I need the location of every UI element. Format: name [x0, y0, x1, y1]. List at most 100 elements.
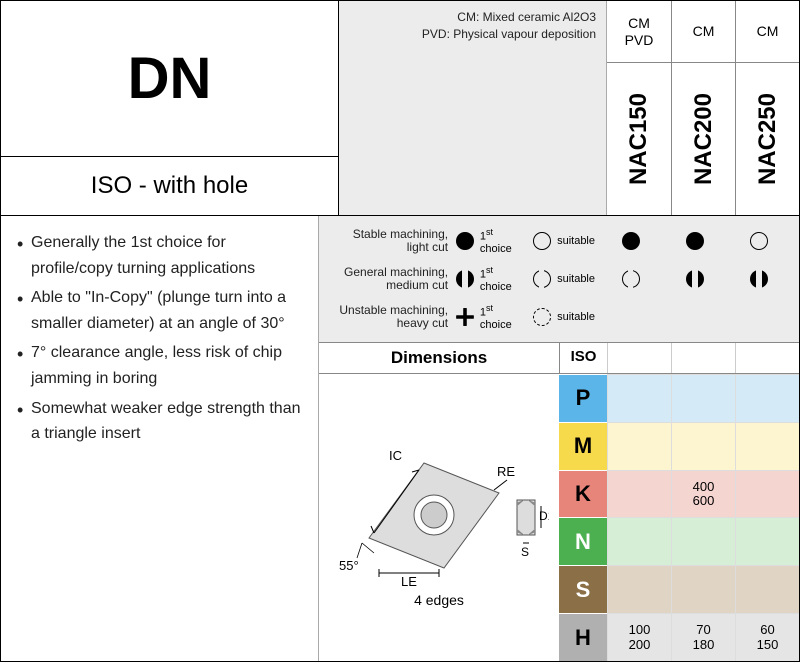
iso-header: ISO	[559, 343, 607, 373]
data-cell	[607, 518, 671, 565]
suitable-icon	[533, 308, 551, 326]
data-cell	[735, 375, 799, 422]
data-cell	[671, 518, 735, 565]
iso-cell-N: N	[559, 517, 607, 565]
matrix-cell	[599, 232, 663, 250]
header-spacer	[607, 343, 799, 373]
bullet-item: Able to "In-Copy" (plunge turn into a sm…	[17, 285, 302, 336]
label-d1: D1	[539, 509, 549, 523]
choice-icon	[750, 232, 768, 250]
grade-columns: CMPVDNAC150CMNAC200CMNAC250	[607, 1, 799, 215]
data-cell	[671, 566, 735, 613]
grade-type: CM	[736, 1, 799, 63]
data-row	[607, 374, 799, 422]
data-cell	[671, 375, 735, 422]
suitable-icon	[533, 232, 551, 250]
header-row: DN ISO - with hole CM: Mixed ceramic Al2…	[1, 1, 799, 216]
body-row: Generally the 1st choice for profile/cop…	[1, 216, 799, 661]
data-cell	[671, 423, 735, 470]
dimensions-header: Dimensions ISO	[319, 343, 799, 374]
data-row: 400600	[607, 470, 799, 518]
right-header: CM: Mixed ceramic Al2O3 PVD: Physical va…	[339, 1, 799, 215]
grade-type: CMPVD	[607, 1, 671, 63]
data-cell	[735, 471, 799, 518]
choice-icons: 1st choicesuitable	[456, 227, 595, 255]
iso-cell-P: P	[559, 374, 607, 422]
legend-column: CM: Mixed ceramic Al2O3 PVD: Physical va…	[339, 1, 607, 215]
data-cell: 100200	[607, 614, 671, 661]
suitable-icon	[533, 270, 551, 288]
choice-icon	[750, 270, 768, 288]
bullet-item: 7° clearance angle, less risk of chip ja…	[17, 340, 302, 391]
matrix-cell	[727, 270, 791, 288]
subtitle-box: ISO - with hole	[1, 157, 339, 215]
data-cell	[607, 471, 671, 518]
choice-icons: 1st choicesuitable	[456, 265, 595, 293]
grade-name: NAC200	[672, 63, 735, 215]
dimensions-title: Dimensions	[319, 343, 559, 373]
grade-type: CM	[672, 1, 735, 63]
insert-code: DN	[128, 45, 212, 112]
matrix-row	[599, 264, 791, 294]
choice-legend-row: General machining,medium cut1st choicesu…	[327, 264, 595, 294]
data-cell	[607, 423, 671, 470]
choice-legend: Stable machining,light cut1st choicesuit…	[327, 226, 595, 332]
choice-icons: 1st choicesuitable	[456, 303, 595, 331]
insert-diagram: IC RE LE 55° D1 S 4 edges	[319, 374, 559, 661]
iso-cell-M: M	[559, 422, 607, 470]
label-angle: 55°	[339, 558, 359, 573]
data-row	[607, 565, 799, 613]
first-choice-icon	[456, 270, 474, 288]
matrix-cell	[727, 232, 791, 250]
choice-desc: Unstable machining,heavy cut	[327, 304, 456, 330]
data-row	[607, 422, 799, 470]
matrix-cell	[663, 270, 727, 288]
data-row	[607, 517, 799, 565]
first-choice-icon	[456, 308, 474, 326]
dimensions-body: IC RE LE 55° D1 S 4 edges PMKNSH 4006001…	[319, 374, 799, 661]
data-cell	[735, 423, 799, 470]
left-header: DN ISO - with hole	[1, 1, 339, 215]
matrix-row	[599, 226, 791, 256]
data-columns: 400600 1002007018060150	[607, 374, 799, 661]
choice-legend-row: Stable machining,light cut1st choicesuit…	[327, 226, 595, 256]
label-ic: IC	[389, 448, 402, 463]
legend-line-2: PVD: Physical vapour deposition	[349, 26, 596, 43]
grade-column: CMPVDNAC150	[607, 1, 671, 215]
grade-column: CMNAC200	[671, 1, 735, 215]
data-cell	[607, 566, 671, 613]
diagram-svg: IC RE LE 55° D1 S	[329, 428, 549, 588]
subtitle: ISO - with hole	[91, 172, 248, 200]
iso-cell-H: H	[559, 613, 607, 661]
choice-desc: General machining,medium cut	[327, 266, 456, 292]
choice-icon	[686, 232, 704, 250]
choice-icon	[622, 232, 640, 250]
code-box: DN	[1, 1, 339, 157]
matrix-cell	[663, 232, 727, 250]
label-re: RE	[497, 464, 515, 479]
page: DN ISO - with hole CM: Mixed ceramic Al2…	[0, 0, 800, 662]
choice-legend-box: Stable machining,light cut1st choicesuit…	[319, 216, 799, 343]
matrix-cell	[599, 270, 663, 288]
choice-matrix	[599, 226, 791, 332]
iso-cell-S: S	[559, 565, 607, 613]
label-s: S	[521, 545, 529, 559]
legend-line-1: CM: Mixed ceramic Al2O3	[349, 9, 596, 26]
choice-icon	[622, 270, 640, 288]
iso-cell-K: K	[559, 470, 607, 518]
data-cell	[735, 566, 799, 613]
data-cell	[735, 518, 799, 565]
matrix-row	[599, 302, 791, 332]
grade-column: CMNAC250	[735, 1, 799, 215]
data-cell: 70180	[671, 614, 735, 661]
choice-desc: Stable machining,light cut	[327, 228, 456, 254]
bullet-item: Generally the 1st choice for profile/cop…	[17, 230, 302, 281]
choice-legend-row: Unstable machining,heavy cut1st choicesu…	[327, 302, 595, 332]
choice-icon	[686, 270, 704, 288]
bullet-list: Generally the 1st choice for profile/cop…	[1, 216, 319, 661]
bullet-item: Somewhat weaker edge strength than a tri…	[17, 396, 302, 447]
grade-name: NAC150	[607, 63, 671, 215]
grade-name: NAC250	[736, 63, 799, 215]
data-row: 1002007018060150	[607, 613, 799, 661]
first-choice-icon	[456, 232, 474, 250]
